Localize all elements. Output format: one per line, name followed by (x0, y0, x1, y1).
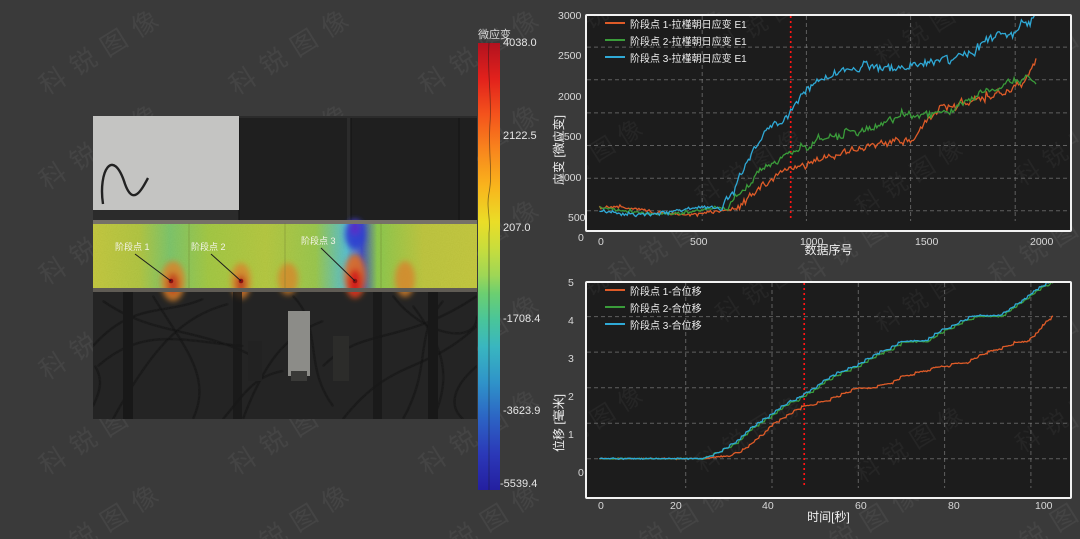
svg-text:阶段点 3: 阶段点 3 (301, 235, 336, 246)
svg-text:阶段点 2: 阶段点 2 (191, 241, 226, 252)
svg-text:阶段点 1: 阶段点 1 (115, 241, 150, 252)
